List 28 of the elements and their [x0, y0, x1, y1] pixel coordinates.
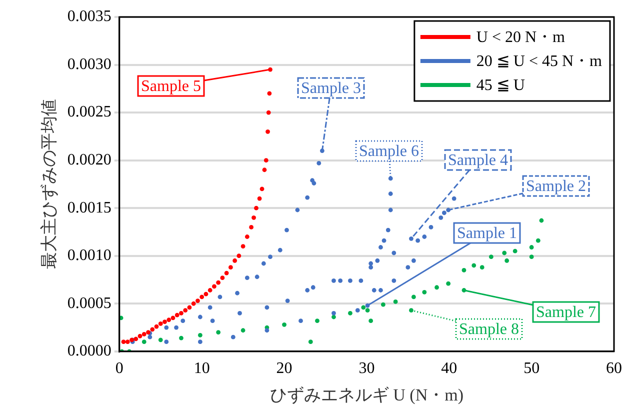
y-tick-label: 0.0035	[67, 8, 112, 26]
x-axis-title: ひずみエネルギ U (N・m)	[270, 385, 464, 404]
y-tick-label: 0.0010	[67, 247, 112, 264]
x-tick-label: 60	[606, 360, 622, 378]
y-tick-label: 0.0015	[67, 199, 112, 216]
legend-label: 45 ≦ U	[476, 77, 526, 94]
x-tick-label: 50	[524, 360, 540, 378]
y-tick-label: 0.0025	[67, 104, 112, 121]
annotation: Sample 3	[301, 80, 361, 98]
x-tick-label: 40	[441, 360, 458, 378]
annotation: Sample 1	[457, 225, 517, 242]
x-tick-label: 0	[115, 360, 124, 378]
y-tick-label: 0.0030	[67, 56, 112, 73]
y-tick-label: 0.0000	[67, 342, 112, 360]
x-tick-label: 20	[276, 360, 292, 378]
legend-label: 20 ≦ U < 45 N・m	[476, 53, 603, 70]
y-tick-label: 0.0020	[67, 152, 112, 169]
annotation: Sample 7	[536, 304, 596, 322]
annotation: Sample 4	[448, 152, 508, 170]
annotation: Sample 8	[459, 321, 519, 338]
annotation: Sample 2	[526, 178, 586, 196]
y-axis-title: 最大主ひずみの平均値	[40, 99, 59, 270]
legend-label: U < 20 N・m	[476, 29, 566, 46]
y-tick-label: 0.0005	[67, 294, 112, 312]
x-tick-label: 30	[358, 360, 375, 378]
annotation: Sample 6	[359, 143, 419, 160]
x-tick-label: 10	[194, 360, 210, 378]
annotation: Sample 5	[141, 78, 201, 96]
